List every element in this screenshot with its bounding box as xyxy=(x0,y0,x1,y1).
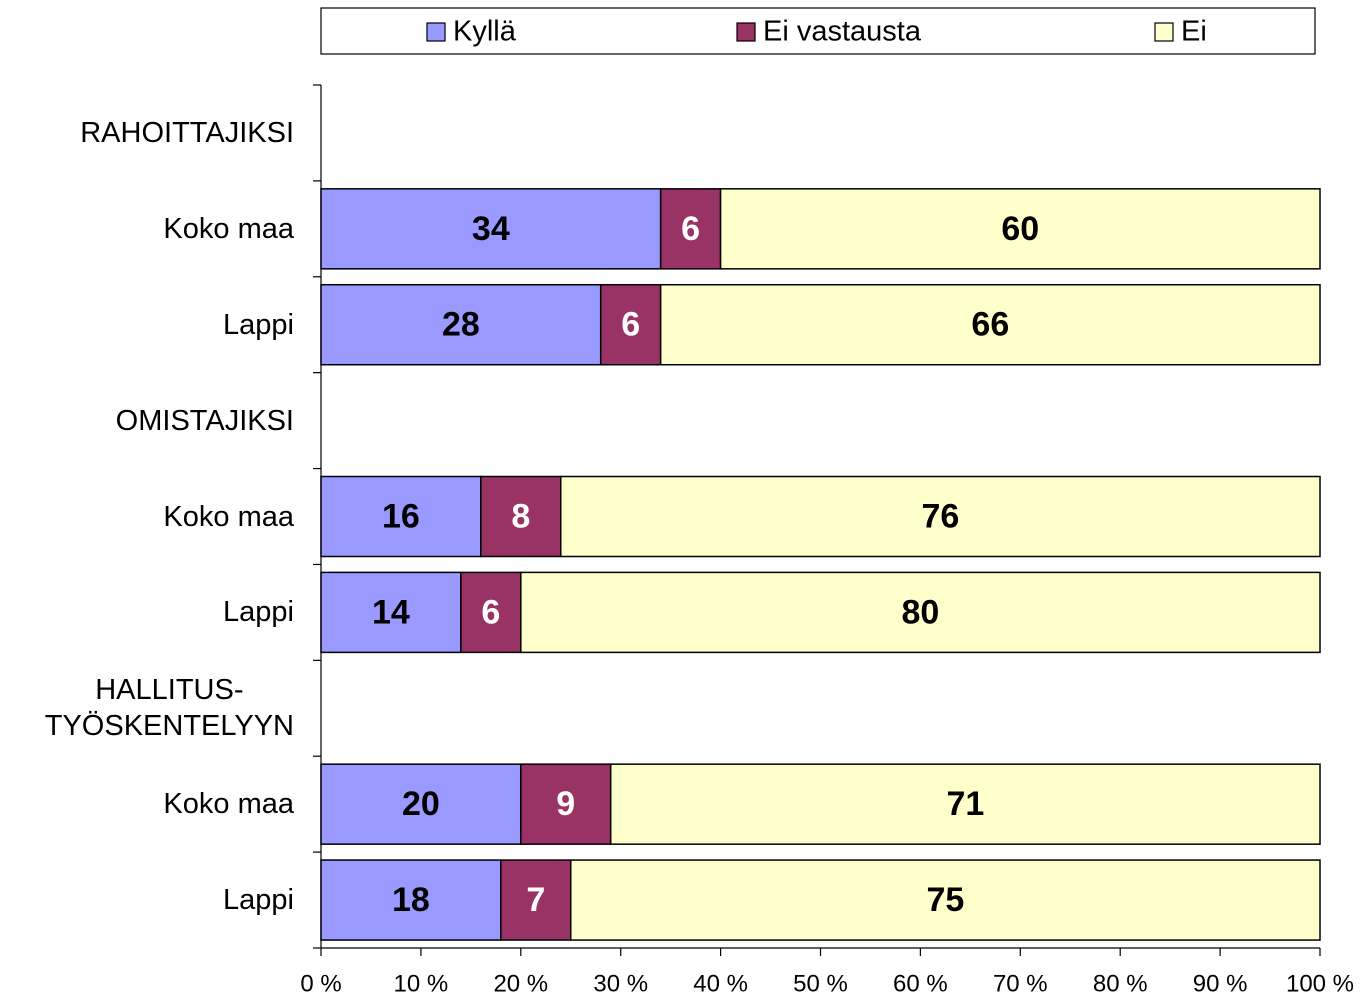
x-tick-label: 80 % xyxy=(1093,970,1148,997)
bar-segment xyxy=(320,188,662,270)
x-tick-label: 0 % xyxy=(300,970,341,997)
x-tick-label: 10 % xyxy=(394,970,449,997)
category-label: HALLITUS- TYÖSKENTELYYN xyxy=(44,674,294,743)
bar-segment xyxy=(500,859,572,941)
data-label: 71 xyxy=(946,785,984,823)
bar-segment xyxy=(719,188,1321,270)
data-label: 34 xyxy=(472,210,510,248)
bar-segment xyxy=(460,571,522,654)
x-tick-label: 30 % xyxy=(593,970,648,997)
data-label: 60 xyxy=(1001,210,1039,248)
x-tick-label: 20 % xyxy=(493,970,548,997)
bar-segment xyxy=(659,283,1321,366)
data-label: 16 xyxy=(382,497,420,535)
x-tick-label: 60 % xyxy=(893,970,948,997)
x-tick-label: 70 % xyxy=(993,970,1048,997)
category-label: RAHOITTAJIKSI xyxy=(80,116,294,149)
bar-segment xyxy=(609,763,1321,845)
x-tick-label: 50 % xyxy=(793,970,848,997)
category-label: Lappi xyxy=(223,884,294,917)
legend-swatch xyxy=(1154,22,1174,42)
category-label: OMISTAJIKSI xyxy=(115,404,294,437)
legend-label: Ei xyxy=(1181,16,1207,48)
bar-segment xyxy=(560,475,1321,558)
data-label: 80 xyxy=(901,593,939,631)
bar-segment xyxy=(659,188,722,270)
bar-segment xyxy=(480,475,562,558)
bar-segment xyxy=(320,283,602,366)
data-label: 76 xyxy=(921,497,959,535)
bar-segment xyxy=(520,571,1321,654)
data-label: 14 xyxy=(372,593,410,631)
category-label: Koko maa xyxy=(163,500,294,533)
data-label: 9 xyxy=(556,785,575,823)
x-tick-label: 40 % xyxy=(693,970,748,997)
legend-swatch xyxy=(736,22,756,42)
data-label: 6 xyxy=(481,593,500,631)
category-label: Koko maa xyxy=(163,788,294,821)
bar-segment xyxy=(570,859,1321,941)
bar-segment xyxy=(520,763,612,845)
legend-label: Ei vastausta xyxy=(763,16,922,48)
data-label: 66 xyxy=(971,306,1009,344)
legend-swatch xyxy=(426,22,446,42)
bar-segment xyxy=(320,859,502,941)
category-label: Lappi xyxy=(223,596,294,629)
bar-segment xyxy=(320,571,462,654)
data-label: 20 xyxy=(402,785,440,823)
data-label: 18 xyxy=(392,881,430,919)
category-label: Koko maa xyxy=(163,212,294,245)
legend-box xyxy=(320,7,1316,55)
x-tick-label: 100 % xyxy=(1286,970,1354,997)
data-label: 8 xyxy=(511,497,530,535)
bar-segment xyxy=(599,283,662,366)
x-tick-label: 90 % xyxy=(1193,970,1248,997)
data-label: 28 xyxy=(442,306,480,344)
data-label: 6 xyxy=(621,306,640,344)
legend-label: Kyllä xyxy=(453,16,517,48)
data-label: 6 xyxy=(681,210,700,248)
category-label: Lappi xyxy=(223,308,294,341)
data-label: 7 xyxy=(526,881,545,919)
data-label: 75 xyxy=(926,881,964,919)
